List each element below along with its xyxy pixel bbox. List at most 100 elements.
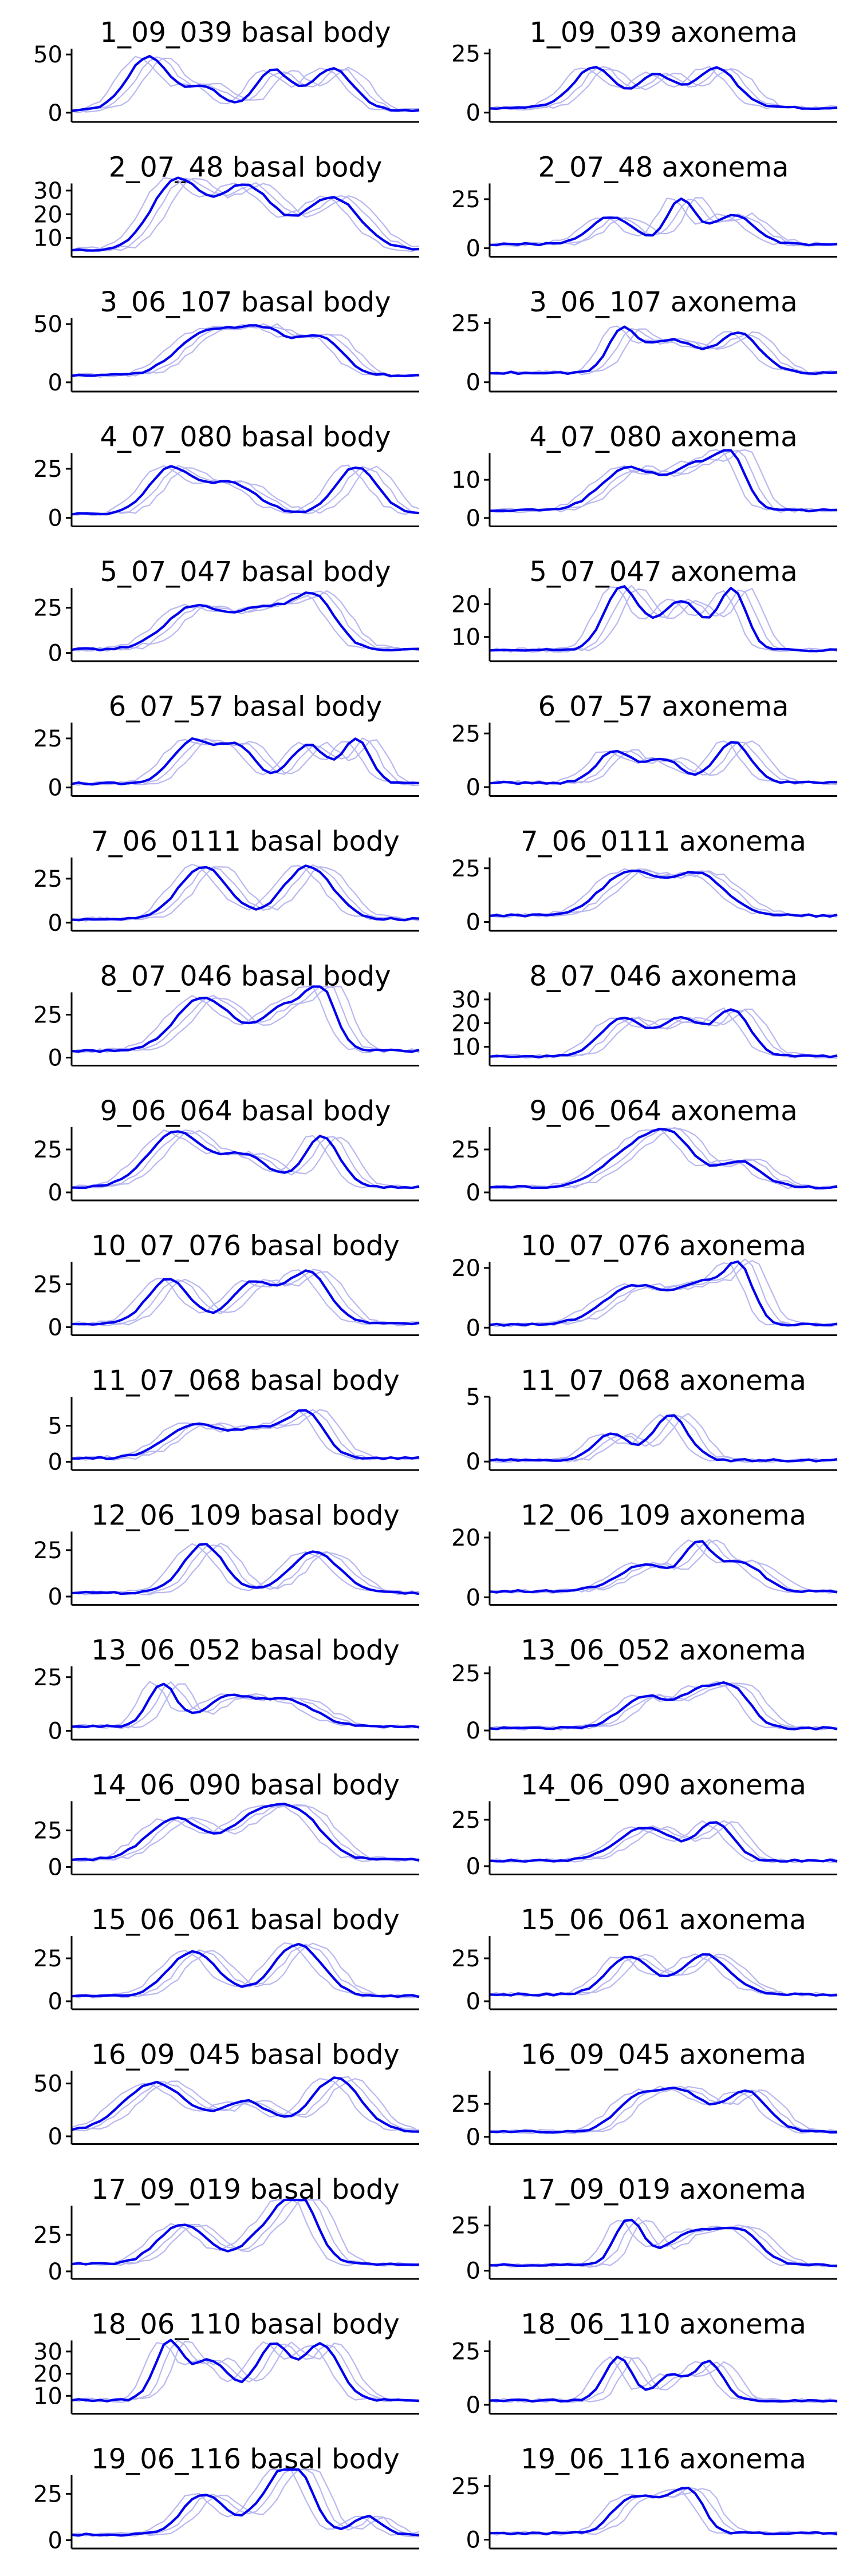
chart-panel: 13_06_052 basal body 0 25: [33, 1634, 420, 1745]
y-tick-label: 0: [48, 100, 62, 127]
replicate-trace: [489, 1821, 838, 1863]
y-tick-label: 25: [33, 1002, 62, 1029]
chart-panel: 8_07_046 basal body 0 25: [33, 961, 420, 1072]
y-tick-label: 10: [33, 2383, 62, 2409]
y-tick-label: 0: [466, 1180, 480, 1206]
mean-trace: [71, 176, 420, 252]
replicate-trace: [489, 1682, 838, 1730]
replicate-trace: [489, 66, 838, 110]
replicate-trace: [71, 2468, 420, 2537]
mean-trace: [71, 54, 420, 112]
mean-trace: [489, 1821, 838, 1863]
y-tick-label: 25: [451, 856, 480, 882]
replicate-trace: [71, 323, 420, 378]
y-tick-label: 25: [33, 2222, 62, 2249]
y-tick-label: 50: [33, 311, 62, 338]
panel-title: 3_06_107 basal body: [100, 286, 391, 318]
panel-title: 9_06_064 basal body: [100, 1095, 391, 1127]
replicate-trace: [71, 56, 420, 113]
panel-title: 19_06_116 basal body: [91, 2443, 400, 2475]
chart-panel: 16_09_045 axonema 0 25: [451, 2039, 838, 2151]
y-tick-label: 25: [451, 1137, 480, 1163]
replicate-trace: [71, 178, 420, 252]
y-tick-label: 0: [466, 370, 480, 396]
replicate-trace: [489, 1008, 838, 1058]
replicate-trace: [489, 2217, 838, 2267]
mean-trace: [71, 1682, 420, 1729]
replicate-trace: [489, 1414, 838, 1463]
y-tick-label: 0: [466, 2124, 480, 2151]
chart-panel: 6_07_57 axonema 0 25: [451, 691, 838, 801]
y-tick-label: 10: [451, 467, 480, 493]
replicate-trace: [489, 1262, 838, 1327]
y-tick-label: 20: [451, 1255, 480, 1282]
chart-panel: 11_07_068 basal body 0 5: [48, 1365, 420, 1476]
panel-title: 2_07_48 axonema: [538, 152, 789, 184]
replicate-trace: [489, 584, 838, 653]
panel-title: 17_09_019 axonema: [521, 2174, 806, 2206]
y-tick-label: 0: [466, 1989, 480, 2015]
y-tick-label: 0: [48, 1315, 62, 1341]
mean-trace: [71, 1942, 420, 1998]
replicate-trace: [71, 2340, 420, 2403]
mean-trace: [71, 2338, 420, 2403]
panel-title: 7_06_0111 basal body: [91, 825, 400, 858]
y-tick-label: 30: [451, 987, 480, 1013]
panel-title: 19_06_116 axonema: [521, 2443, 806, 2475]
y-tick-label: 0: [48, 1718, 62, 1745]
replicate-trace: [71, 2340, 420, 2403]
panel-title: 10_07_076 axonema: [521, 1230, 806, 1262]
chart-panel: 10_07_076 axonema 0 20: [451, 1230, 838, 1341]
replicate-trace: [71, 2468, 420, 2538]
replicate-trace: [489, 1820, 838, 1863]
replicate-trace: [489, 1820, 838, 1863]
replicate-trace: [71, 1804, 420, 1862]
chart-panel: 5_07_047 basal body 0 25: [33, 556, 420, 667]
mean-trace: [489, 2486, 838, 2536]
panel-title: 15_06_061 basal body: [91, 1904, 400, 1936]
y-tick-label: 20: [451, 1525, 480, 1551]
replicate-trace: [71, 592, 420, 651]
replicate-trace: [71, 864, 420, 922]
panel-title: 11_07_068 axonema: [521, 1365, 806, 1397]
replicate-trace: [71, 1943, 420, 1998]
y-tick-label: 25: [451, 310, 480, 337]
chart-panel: 17_09_019 axonema 0 25: [451, 2174, 838, 2285]
replicate-trace: [71, 986, 420, 1054]
chart-panel: 16_09_045 basal body 0 50: [33, 2039, 420, 2150]
mean-trace: [71, 2076, 420, 2133]
y-tick-label: 25: [451, 2474, 480, 2500]
mean-trace: [71, 591, 420, 652]
replicate-trace: [489, 2220, 838, 2268]
panel-title: 9_06_064 axonema: [529, 1095, 797, 1127]
y-tick-label: 0: [466, 505, 480, 532]
replicate-trace: [71, 1543, 420, 1595]
y-tick-label: 50: [33, 42, 62, 68]
replicate-trace: [71, 1410, 420, 1461]
panel-title: 15_06_061 axonema: [521, 1904, 806, 1936]
y-tick-label: 0: [466, 910, 480, 936]
y-tick-label: 30: [33, 178, 62, 204]
chart-panel: 9_06_064 axonema 0 25: [451, 1095, 838, 1206]
y-tick-label: 0: [466, 236, 480, 262]
replicate-trace: [489, 2487, 838, 2536]
panel-title: 3_06_107 axonema: [529, 286, 797, 318]
chart-panel: 11_07_068 axonema 0 5: [466, 1365, 838, 1475]
replicate-trace: [71, 2076, 420, 2132]
chart-panel: 13_06_052 axonema 0 25: [451, 1634, 838, 1744]
panel-title: 13_06_052 axonema: [521, 1634, 806, 1666]
replicate-trace: [71, 590, 420, 652]
replicate-trace: [71, 2078, 420, 2132]
y-tick-label: 0: [48, 2528, 62, 2554]
replicate-trace: [489, 1127, 838, 1190]
replicate-trace: [489, 2220, 838, 2268]
mean-trace: [489, 2087, 837, 2134]
replicate-trace: [489, 740, 838, 786]
y-tick-label: 0: [466, 1585, 480, 1611]
y-tick-label: 0: [48, 1449, 62, 1476]
chart-panel: 15_06_061 axonema 0 25: [451, 1904, 838, 2015]
y-tick-label: 25: [33, 726, 62, 752]
panel-title: 14_06_090 axonema: [521, 1769, 806, 1801]
